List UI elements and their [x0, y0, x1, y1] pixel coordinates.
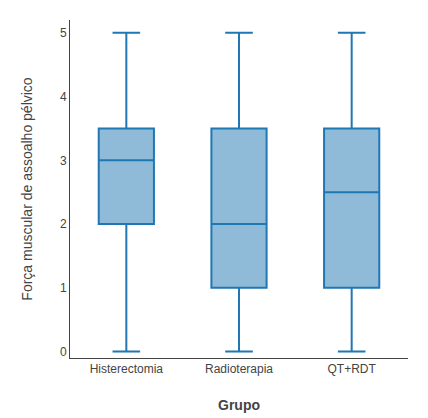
svg-text:5: 5 [60, 26, 67, 40]
svg-text:2: 2 [60, 217, 67, 231]
svg-text:0: 0 [60, 345, 67, 359]
svg-text:QT+RDT: QT+RDT [327, 362, 376, 376]
svg-text:3: 3 [60, 154, 67, 168]
svg-text:Força muscular de assoalho pél: Força muscular de assoalho pélvico [19, 77, 35, 301]
svg-text:Histerectomia: Histerectomia [90, 362, 164, 376]
svg-text:Radioterapia: Radioterapia [205, 362, 273, 376]
svg-text:4: 4 [60, 90, 67, 104]
svg-text:Grupo: Grupo [218, 397, 260, 413]
svg-text:1: 1 [60, 281, 67, 295]
